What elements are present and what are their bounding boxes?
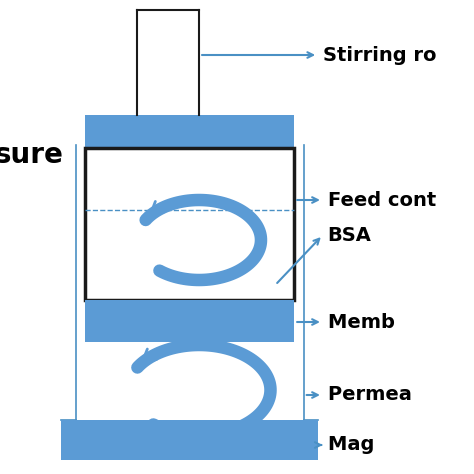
Bar: [61, 420, 318, 460]
Text: Mag⁠: Mag⁠: [328, 436, 374, 455]
Text: Stirring ro⁠: Stirring ro⁠: [323, 46, 436, 64]
Text: Feed cont⁠: Feed cont⁠: [328, 191, 436, 210]
Bar: [85, 148, 294, 300]
Text: Memb⁠: Memb⁠: [328, 312, 394, 331]
Text: BSA: BSA: [328, 226, 372, 245]
Text: sure: sure: [0, 141, 64, 169]
Text: Permea⁠: Permea⁠: [328, 385, 411, 404]
Bar: [85, 300, 294, 342]
Bar: [85, 115, 294, 148]
